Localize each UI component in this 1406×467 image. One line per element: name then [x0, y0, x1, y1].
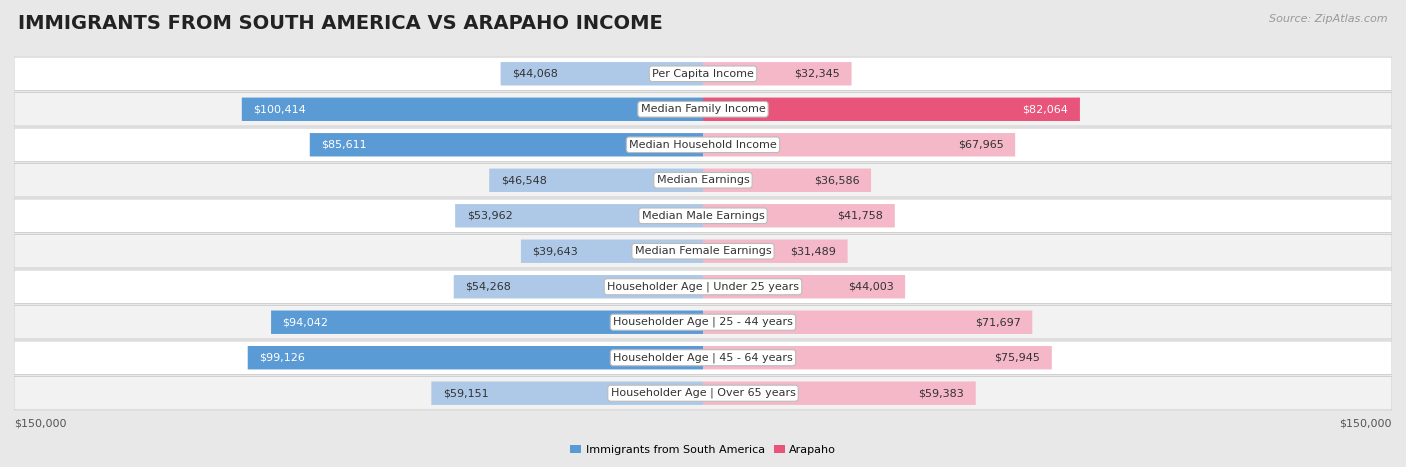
FancyBboxPatch shape	[703, 133, 1015, 156]
FancyBboxPatch shape	[14, 163, 1392, 197]
Legend: Immigrants from South America, Arapaho: Immigrants from South America, Arapaho	[569, 445, 837, 455]
FancyBboxPatch shape	[14, 57, 1392, 91]
FancyBboxPatch shape	[703, 311, 1032, 334]
Text: $44,068: $44,068	[512, 69, 558, 79]
FancyBboxPatch shape	[454, 275, 703, 298]
Text: $53,962: $53,962	[467, 211, 512, 221]
FancyBboxPatch shape	[247, 346, 703, 369]
Text: Householder Age | 25 - 44 years: Householder Age | 25 - 44 years	[613, 317, 793, 327]
Text: $82,064: $82,064	[1022, 104, 1069, 114]
Text: $41,758: $41,758	[838, 211, 883, 221]
FancyBboxPatch shape	[501, 62, 703, 85]
Text: $75,945: $75,945	[994, 353, 1040, 363]
FancyBboxPatch shape	[309, 133, 703, 156]
Text: $59,383: $59,383	[918, 388, 965, 398]
FancyBboxPatch shape	[14, 234, 1392, 268]
FancyBboxPatch shape	[703, 346, 1052, 369]
Text: Source: ZipAtlas.com: Source: ZipAtlas.com	[1270, 14, 1388, 24]
Text: $94,042: $94,042	[283, 317, 329, 327]
Text: Median Family Income: Median Family Income	[641, 104, 765, 114]
Text: $54,268: $54,268	[465, 282, 512, 292]
Text: Householder Age | Over 65 years: Householder Age | Over 65 years	[610, 388, 796, 398]
Text: Median Household Income: Median Household Income	[628, 140, 778, 150]
Text: Median Male Earnings: Median Male Earnings	[641, 211, 765, 221]
Text: $71,697: $71,697	[974, 317, 1021, 327]
Text: Householder Age | 45 - 64 years: Householder Age | 45 - 64 years	[613, 353, 793, 363]
FancyBboxPatch shape	[703, 169, 872, 192]
Text: Median Earnings: Median Earnings	[657, 175, 749, 185]
Text: $59,151: $59,151	[443, 388, 488, 398]
FancyBboxPatch shape	[14, 128, 1392, 162]
Text: $99,126: $99,126	[259, 353, 305, 363]
FancyBboxPatch shape	[703, 62, 852, 85]
Text: Median Female Earnings: Median Female Earnings	[634, 246, 772, 256]
FancyBboxPatch shape	[14, 305, 1392, 339]
FancyBboxPatch shape	[520, 240, 703, 263]
FancyBboxPatch shape	[489, 169, 703, 192]
Text: $67,965: $67,965	[957, 140, 1004, 150]
Text: $85,611: $85,611	[322, 140, 367, 150]
Text: $39,643: $39,643	[533, 246, 578, 256]
Text: $46,548: $46,548	[501, 175, 547, 185]
FancyBboxPatch shape	[271, 311, 703, 334]
Text: $31,489: $31,489	[790, 246, 837, 256]
FancyBboxPatch shape	[703, 204, 894, 227]
FancyBboxPatch shape	[14, 199, 1392, 233]
Text: $100,414: $100,414	[253, 104, 307, 114]
FancyBboxPatch shape	[703, 98, 1080, 121]
FancyBboxPatch shape	[703, 240, 848, 263]
Text: IMMIGRANTS FROM SOUTH AMERICA VS ARAPAHO INCOME: IMMIGRANTS FROM SOUTH AMERICA VS ARAPAHO…	[18, 14, 664, 33]
FancyBboxPatch shape	[14, 341, 1392, 375]
Text: $44,003: $44,003	[848, 282, 894, 292]
Text: $36,586: $36,586	[814, 175, 859, 185]
FancyBboxPatch shape	[242, 98, 703, 121]
FancyBboxPatch shape	[14, 376, 1392, 410]
Text: Householder Age | Under 25 years: Householder Age | Under 25 years	[607, 282, 799, 292]
FancyBboxPatch shape	[432, 382, 703, 405]
FancyBboxPatch shape	[14, 92, 1392, 126]
Text: Per Capita Income: Per Capita Income	[652, 69, 754, 79]
Text: $150,000: $150,000	[1340, 419, 1392, 429]
FancyBboxPatch shape	[703, 382, 976, 405]
FancyBboxPatch shape	[14, 270, 1392, 304]
FancyBboxPatch shape	[456, 204, 703, 227]
Text: $150,000: $150,000	[14, 419, 66, 429]
Text: $32,345: $32,345	[794, 69, 839, 79]
FancyBboxPatch shape	[703, 275, 905, 298]
